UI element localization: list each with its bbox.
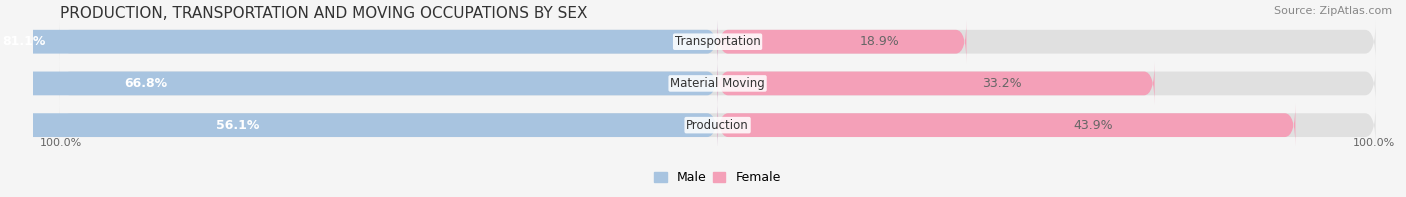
- FancyBboxPatch shape: [0, 104, 717, 147]
- Text: Transportation: Transportation: [675, 35, 761, 48]
- Text: 33.2%: 33.2%: [981, 77, 1021, 90]
- Text: 66.8%: 66.8%: [125, 77, 167, 90]
- Text: 81.1%: 81.1%: [3, 35, 45, 48]
- Text: 56.1%: 56.1%: [217, 119, 260, 132]
- FancyBboxPatch shape: [59, 104, 1375, 147]
- FancyBboxPatch shape: [59, 62, 1375, 105]
- Legend: Male, Female: Male, Female: [650, 166, 786, 189]
- Text: Production: Production: [686, 119, 749, 132]
- FancyBboxPatch shape: [0, 20, 717, 63]
- Text: PRODUCTION, TRANSPORTATION AND MOVING OCCUPATIONS BY SEX: PRODUCTION, TRANSPORTATION AND MOVING OC…: [59, 6, 588, 21]
- Text: 43.9%: 43.9%: [1073, 119, 1114, 132]
- Text: Material Moving: Material Moving: [671, 77, 765, 90]
- Text: 100.0%: 100.0%: [1353, 138, 1395, 148]
- FancyBboxPatch shape: [717, 62, 1154, 105]
- FancyBboxPatch shape: [717, 20, 966, 63]
- FancyBboxPatch shape: [0, 62, 717, 105]
- Text: 100.0%: 100.0%: [39, 138, 82, 148]
- FancyBboxPatch shape: [717, 104, 1295, 147]
- Text: Source: ZipAtlas.com: Source: ZipAtlas.com: [1274, 6, 1392, 16]
- Text: 18.9%: 18.9%: [859, 35, 898, 48]
- FancyBboxPatch shape: [59, 20, 1375, 63]
